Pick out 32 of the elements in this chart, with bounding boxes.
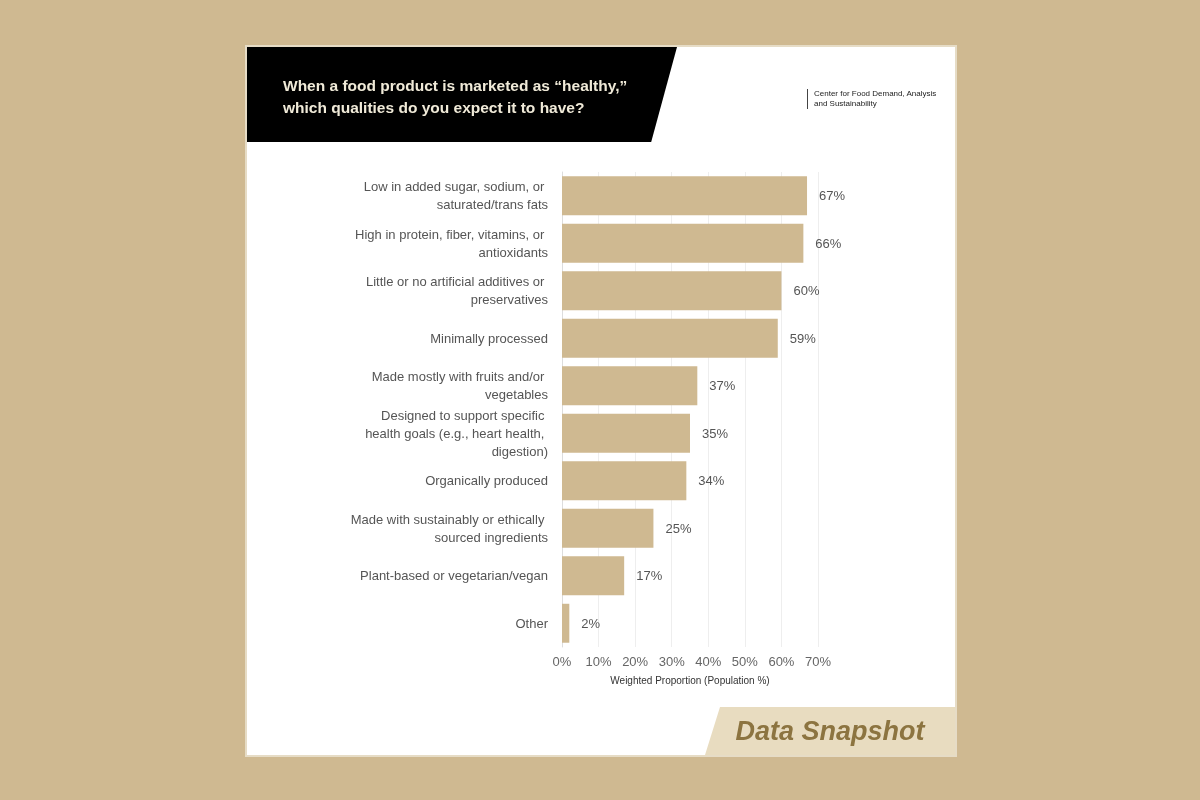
x-axis-title: Weighted Proportion (Population %): [610, 674, 770, 686]
data-label: 66%: [815, 235, 842, 251]
data-label: 60%: [793, 283, 820, 299]
data-label: 17%: [636, 568, 663, 584]
y-tick-label: Little or no artificial additives or preservatives: [365, 274, 549, 308]
y-tick-label: Designed to support specific health goals (e.g., heart health, digestion): [365, 407, 548, 459]
data-label: 35%: [702, 425, 729, 441]
x-tick-label: 20%: [622, 654, 649, 669]
y-tick-label: Plant-based or vegetarian/vegan: [360, 568, 548, 584]
data-label: 2%: [581, 615, 601, 631]
x-tick-label: 0%: [552, 654, 572, 669]
data-label: 25%: [665, 520, 692, 536]
y-tick-label: Organically produced: [425, 473, 548, 489]
x-tick-label: 40%: [695, 654, 722, 669]
y-tick-label: Made with sustainably or ethically sourced ingredients: [350, 511, 549, 545]
x-tick-label: 50%: [731, 654, 759, 669]
y-tick-label: Other: [515, 615, 549, 631]
y-tick-label: Low in added sugar, sodium, or saturated/trans fats: [363, 179, 549, 213]
data-label: 34%: [698, 473, 725, 489]
y-tick-label: Made mostly with fruits and/or vegetables: [371, 369, 549, 403]
data-label: 67%: [819, 188, 846, 204]
x-tick-label: 30%: [658, 654, 686, 669]
x-tick-label: 60%: [768, 654, 795, 669]
x-tick-label: 70%: [804, 654, 832, 669]
x-tick-label: 10%: [585, 654, 613, 669]
data-label: 59%: [789, 330, 817, 346]
y-tick-label: High in protein, fiber, vitamins, or antioxidants: [355, 226, 549, 260]
text: Center for Food Demand, Analysis and Sustainability: [807, 89, 944, 109]
data-label: 37%: [709, 378, 736, 394]
y-tick-label: Minimally processed: [430, 330, 548, 346]
chart-title: When a food product is marketed as “healthy,” which qualities do you expect it to have?: [283, 76, 629, 118]
text: Data Snapshot: [705, 707, 955, 755]
